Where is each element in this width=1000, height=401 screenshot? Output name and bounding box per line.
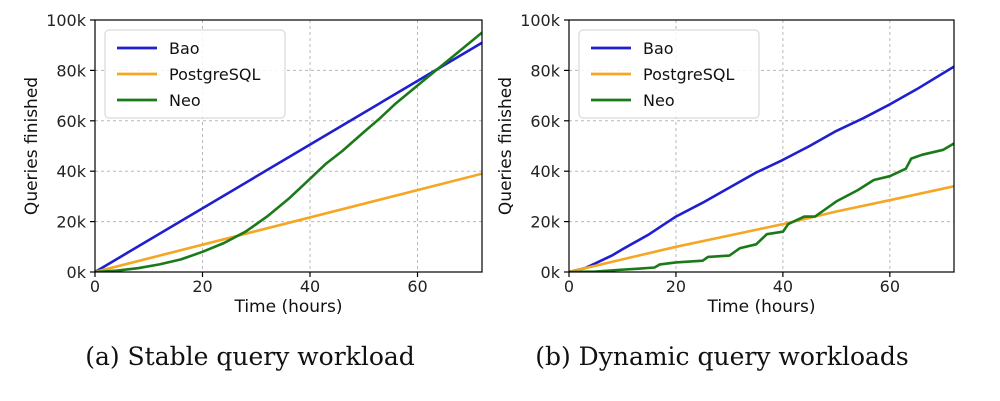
y-tick-label: 60k <box>56 112 86 131</box>
series-line-neo <box>569 142 954 272</box>
y-axis-label: Queries finished <box>22 77 42 215</box>
series-line-bao <box>95 41 482 272</box>
legend-box <box>578 29 760 119</box>
legend-label-neo: Neo <box>169 91 201 110</box>
figure-caption: (a) Stable query workload <box>85 342 415 371</box>
y-tick-label: 20k <box>56 213 86 232</box>
legend-label-postgresql: PostgreSQL <box>169 65 260 84</box>
y-tick-label: 40k <box>530 162 560 181</box>
x-axis-label: Time (hours) <box>233 297 342 317</box>
series-line-neo <box>95 31 482 272</box>
plot-frame <box>94 19 483 273</box>
chart-dynamic-workloads: 0 20 40 60 0k 20k 40k 60k 80k 100k Time (hours) Que… <box>496 11 955 371</box>
x-tick-label: 0 <box>90 277 100 296</box>
chart-stable-workload: 0 20 40 60 0k 20k 40k 60k 80k 100k Time (hours) Que… <box>22 11 483 371</box>
series-line-postgresql <box>95 172 482 272</box>
x-tick-label: 0 <box>564 277 574 296</box>
y-axis-label: Queries finished <box>496 77 516 215</box>
figure-caption: (b) Dynamic query workloads <box>535 342 909 371</box>
y-tick-label: 0k <box>67 263 87 282</box>
y-tick-label: 20k <box>530 213 560 232</box>
x-tick-label: 20 <box>192 277 212 296</box>
x-tick-label: 40 <box>300 277 320 296</box>
y-tick-label: 100k <box>46 11 87 30</box>
x-tick-label: 40 <box>773 277 793 296</box>
y-tick-label: 60k <box>530 112 560 131</box>
y-tick-label: 100k <box>520 11 561 30</box>
series-line-bao <box>569 65 954 272</box>
legend-label-postgresql: PostgreSQL <box>643 65 734 84</box>
y-tick-label: 40k <box>56 162 86 181</box>
series-line-postgresql <box>569 185 954 272</box>
y-tick-label: 80k <box>56 61 86 80</box>
legend-box <box>104 29 286 119</box>
y-tick-label: 0k <box>541 263 561 282</box>
legend-label-neo: Neo <box>643 91 675 110</box>
x-tick-label: 20 <box>666 277 686 296</box>
x-tick-label: 60 <box>880 277 900 296</box>
y-tick-label: 80k <box>530 61 560 80</box>
x-axis-label: Time (hours) <box>706 297 815 317</box>
legend-label-bao: Bao <box>169 39 200 58</box>
legend-label-bao: Bao <box>643 39 674 58</box>
x-tick-label: 60 <box>407 277 427 296</box>
plot-frame <box>568 19 955 273</box>
